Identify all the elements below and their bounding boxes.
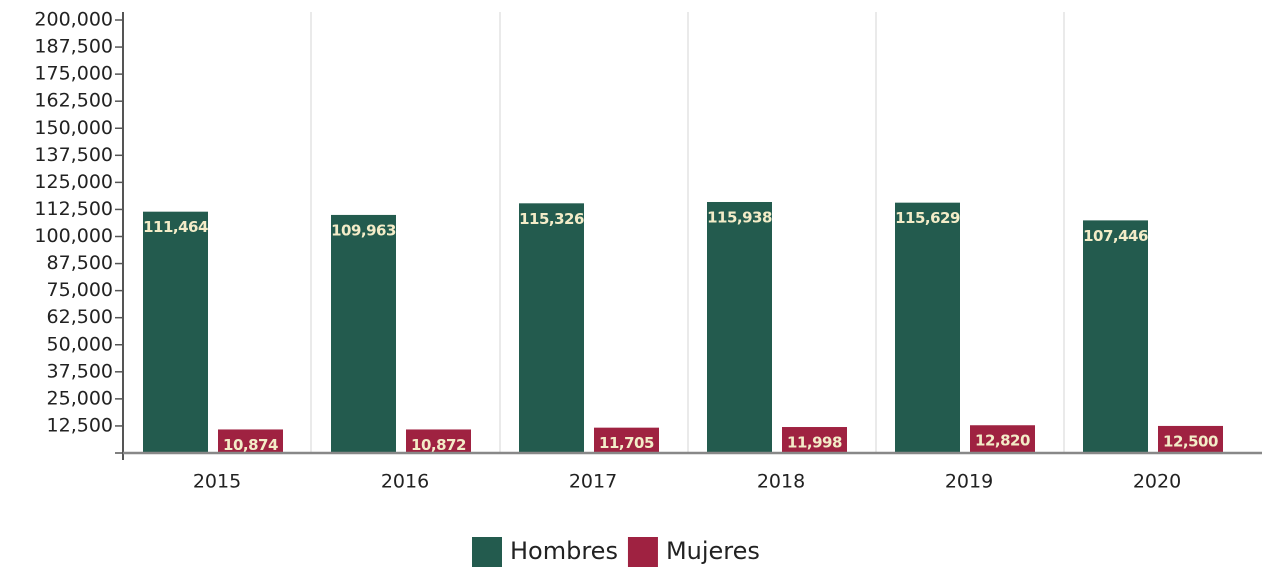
value-label: 111,464 <box>143 218 208 236</box>
bar <box>406 429 471 453</box>
value-label: 10,874 <box>223 436 278 454</box>
bar <box>143 211 208 453</box>
bar <box>1083 220 1148 453</box>
bar <box>519 203 584 453</box>
y-tick-label: 50,000 <box>47 333 113 355</box>
value-label: 115,326 <box>519 210 584 228</box>
value-label: 109,963 <box>331 221 396 239</box>
y-tick-label: 75,000 <box>47 279 113 301</box>
bar <box>331 214 396 453</box>
value-label: 10,872 <box>411 436 466 454</box>
y-tick-label: 162,500 <box>34 90 113 112</box>
y-tick-label: 187,500 <box>34 36 113 58</box>
band-separators <box>310 12 1065 453</box>
value-label: 115,938 <box>707 208 772 226</box>
value-label: 11,705 <box>599 434 654 452</box>
y-tick-label: 100,000 <box>34 225 113 247</box>
y-tick-label: 25,000 <box>47 387 113 409</box>
x-tick-label: 2019 <box>945 471 993 493</box>
legend-swatch <box>472 537 502 567</box>
y-tick-label: 87,500 <box>47 252 113 274</box>
bar <box>782 427 847 453</box>
y-tick-label: 175,000 <box>34 63 113 85</box>
x-tick-label: 2015 <box>193 471 241 493</box>
y-tick-label: 12,500 <box>47 414 113 436</box>
y-tick-label: 150,000 <box>34 117 113 139</box>
value-label: 12,820 <box>975 432 1030 450</box>
y-tick-label: 62,500 <box>47 306 113 328</box>
legend-label: Mujeres <box>666 537 760 565</box>
bar <box>594 427 659 453</box>
y-tick-label: 137,500 <box>34 144 113 166</box>
bar <box>970 425 1035 453</box>
bar <box>218 429 283 453</box>
y-tick-label: 200,000 <box>34 9 113 31</box>
bar <box>895 202 960 453</box>
y-tick-label: 125,000 <box>34 171 113 193</box>
x-tick-label: 2016 <box>381 471 429 493</box>
y-tick-label: 112,500 <box>34 198 113 220</box>
legend-label: Hombres <box>510 537 618 565</box>
value-label: 12,500 <box>1163 432 1218 450</box>
value-label: 11,998 <box>787 434 842 452</box>
bar <box>707 201 772 453</box>
value-label: 107,446 <box>1083 227 1148 245</box>
x-tick-label: 2020 <box>1133 471 1181 493</box>
bar <box>1158 425 1223 453</box>
legend-swatch <box>627 537 658 567</box>
x-tick-label: 2017 <box>569 471 617 493</box>
y-tick-label: 37,500 <box>47 360 113 382</box>
value-label: 115,629 <box>895 209 960 227</box>
x-tick-label: 2018 <box>757 471 805 493</box>
